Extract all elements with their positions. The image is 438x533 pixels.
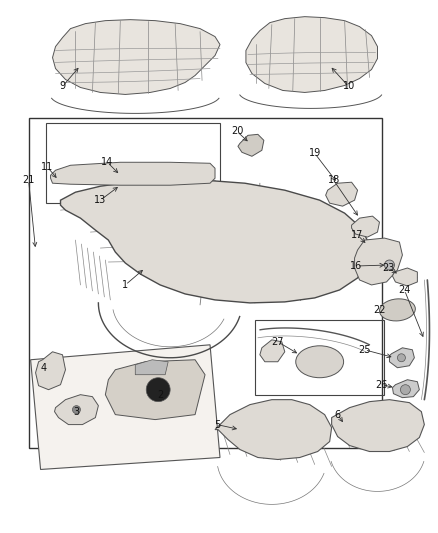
- Text: 13: 13: [94, 195, 106, 205]
- Text: 3: 3: [74, 407, 80, 417]
- Polygon shape: [35, 352, 66, 390]
- Circle shape: [400, 385, 410, 394]
- Ellipse shape: [296, 346, 343, 378]
- Polygon shape: [60, 180, 370, 303]
- Polygon shape: [326, 182, 357, 206]
- Polygon shape: [389, 348, 414, 368]
- Text: 21: 21: [22, 175, 35, 185]
- Text: 25: 25: [358, 345, 371, 355]
- Text: 11: 11: [42, 162, 54, 172]
- Polygon shape: [352, 216, 379, 237]
- Circle shape: [397, 354, 406, 362]
- Polygon shape: [392, 379, 419, 398]
- Polygon shape: [53, 20, 220, 94]
- Circle shape: [72, 406, 81, 414]
- Text: 5: 5: [214, 419, 220, 430]
- Polygon shape: [260, 340, 285, 362]
- Text: 9: 9: [60, 82, 66, 92]
- Text: 26: 26: [375, 379, 388, 390]
- Polygon shape: [54, 394, 99, 425]
- Text: 4: 4: [40, 363, 46, 373]
- Text: 18: 18: [328, 175, 340, 185]
- Text: 6: 6: [335, 410, 341, 419]
- Polygon shape: [50, 162, 215, 185]
- Circle shape: [385, 260, 395, 270]
- Polygon shape: [106, 360, 205, 419]
- Ellipse shape: [380, 299, 415, 321]
- Text: 27: 27: [272, 337, 284, 347]
- Circle shape: [146, 378, 170, 402]
- Polygon shape: [332, 400, 424, 451]
- Text: 17: 17: [351, 230, 364, 240]
- Text: 20: 20: [231, 126, 243, 136]
- Text: 16: 16: [350, 261, 363, 271]
- Polygon shape: [135, 360, 168, 375]
- Polygon shape: [355, 238, 403, 285]
- Text: 10: 10: [343, 82, 355, 92]
- Polygon shape: [246, 17, 378, 92]
- Text: 23: 23: [382, 263, 395, 273]
- Text: 1: 1: [122, 280, 128, 290]
- Polygon shape: [215, 400, 332, 459]
- Text: 22: 22: [373, 305, 386, 315]
- Text: 2: 2: [157, 390, 163, 400]
- Text: 14: 14: [101, 157, 113, 167]
- Polygon shape: [392, 268, 417, 286]
- Polygon shape: [31, 345, 220, 470]
- Text: 24: 24: [398, 285, 410, 295]
- Polygon shape: [238, 134, 264, 156]
- Text: 19: 19: [308, 148, 321, 158]
